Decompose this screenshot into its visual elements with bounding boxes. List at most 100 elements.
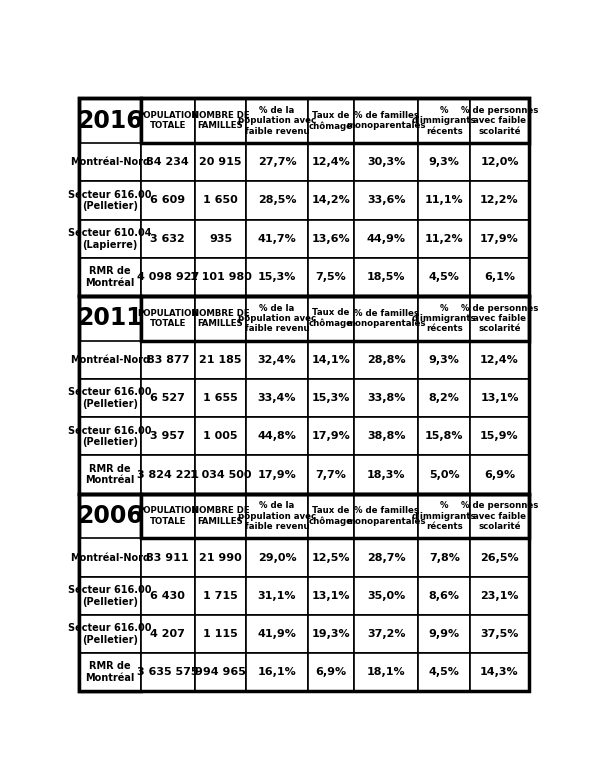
Bar: [141, 99, 529, 143]
Bar: [419, 220, 470, 258]
Bar: [308, 258, 354, 296]
Text: 5,0%: 5,0%: [429, 470, 460, 479]
Text: Secteur 610.04
(Lapierre): Secteur 610.04 (Lapierre): [68, 228, 152, 249]
Bar: [354, 418, 419, 455]
Bar: [79, 379, 141, 418]
Text: % de familles
monoparentales: % de familles monoparentales: [346, 507, 426, 526]
Text: 9,3%: 9,3%: [429, 157, 460, 167]
Text: 4,5%: 4,5%: [429, 667, 460, 677]
Text: POPULATION
TOTALE: POPULATION TOTALE: [137, 507, 199, 526]
Text: POPULATION
TOTALE: POPULATION TOTALE: [137, 111, 199, 131]
Text: % de personnes
avec faible
scolarité: % de personnes avec faible scolarité: [461, 501, 538, 531]
Bar: [308, 220, 354, 258]
Bar: [354, 455, 419, 493]
Bar: [79, 615, 141, 653]
Text: 32,4%: 32,4%: [258, 355, 296, 365]
Bar: [141, 493, 195, 538]
Bar: [354, 379, 419, 418]
Text: 4 098 927: 4 098 927: [136, 272, 199, 282]
Text: Taux de
chômage: Taux de chômage: [309, 111, 353, 131]
Text: Secteur 616.00
(Pelletier): Secteur 616.00 (Pelletier): [68, 190, 152, 211]
Text: Montréal-Nord: Montréal-Nord: [70, 553, 150, 562]
Bar: [470, 418, 529, 455]
Bar: [246, 615, 308, 653]
Text: 4,5%: 4,5%: [429, 272, 460, 282]
Text: % de personnes
avec faible
scolarité: % de personnes avec faible scolarité: [461, 106, 538, 136]
Bar: [308, 455, 354, 493]
Text: 1 715: 1 715: [203, 590, 238, 601]
Bar: [246, 418, 308, 455]
Text: POPULATION
TOTALE: POPULATION TOTALE: [137, 309, 199, 328]
Text: 41,7%: 41,7%: [258, 234, 296, 244]
Text: 4 207: 4 207: [151, 629, 185, 639]
Text: 11,1%: 11,1%: [425, 196, 464, 206]
Text: 21 185: 21 185: [199, 355, 242, 365]
Bar: [470, 181, 529, 220]
Bar: [195, 341, 246, 379]
Text: Montréal-Nord: Montréal-Nord: [70, 355, 150, 365]
Text: 37,2%: 37,2%: [367, 629, 406, 639]
Text: % de familles
monoparentales: % de familles monoparentales: [346, 309, 426, 328]
Text: 12,2%: 12,2%: [480, 196, 519, 206]
Bar: [141, 653, 195, 691]
Bar: [308, 296, 354, 341]
Bar: [195, 99, 246, 143]
Text: 16,1%: 16,1%: [258, 667, 296, 677]
Text: NOMBRE DE
FAMILLES: NOMBRE DE FAMILLES: [192, 111, 249, 131]
Bar: [246, 576, 308, 615]
Text: 21 990: 21 990: [199, 553, 242, 562]
Text: 13,1%: 13,1%: [312, 590, 350, 601]
Bar: [470, 493, 529, 538]
Text: % de personnes
avec faible
scolarité: % de personnes avec faible scolarité: [461, 303, 538, 333]
Bar: [419, 99, 470, 143]
Text: 44,9%: 44,9%: [367, 234, 406, 244]
Bar: [246, 653, 308, 691]
Text: %
d'immigrants
récents: % d'immigrants récents: [412, 106, 477, 136]
Bar: [141, 576, 195, 615]
Text: 28,5%: 28,5%: [258, 196, 296, 206]
Bar: [141, 493, 529, 538]
Bar: [419, 418, 470, 455]
Bar: [195, 576, 246, 615]
Text: 37,5%: 37,5%: [480, 629, 519, 639]
Text: 12,4%: 12,4%: [480, 355, 519, 365]
Text: 30,3%: 30,3%: [367, 157, 406, 167]
Text: % de la
population avec
faible revenu: % de la population avec faible revenu: [238, 501, 316, 531]
Text: 17,9%: 17,9%: [258, 470, 296, 479]
Text: 13,1%: 13,1%: [480, 393, 519, 403]
Text: 12,0%: 12,0%: [480, 157, 519, 167]
Bar: [419, 576, 470, 615]
Text: 7,8%: 7,8%: [429, 553, 460, 562]
Text: 38,8%: 38,8%: [367, 432, 406, 441]
Bar: [419, 653, 470, 691]
Bar: [195, 296, 246, 341]
Text: Secteur 616.00
(Pelletier): Secteur 616.00 (Pelletier): [68, 585, 152, 607]
Bar: [419, 493, 470, 538]
Bar: [141, 220, 195, 258]
Text: 3 957: 3 957: [151, 432, 185, 441]
Text: 14,2%: 14,2%: [312, 196, 350, 206]
Bar: [470, 220, 529, 258]
Bar: [308, 379, 354, 418]
Bar: [246, 296, 308, 341]
Bar: [195, 455, 246, 493]
Bar: [308, 615, 354, 653]
Text: 12,4%: 12,4%: [312, 157, 350, 167]
Text: 83 911: 83 911: [146, 553, 189, 562]
Text: 17,9%: 17,9%: [312, 432, 350, 441]
Bar: [195, 379, 246, 418]
Text: Taux de
chômage: Taux de chômage: [309, 308, 353, 328]
Bar: [195, 493, 246, 538]
Text: 29,0%: 29,0%: [258, 553, 296, 562]
Text: 8,2%: 8,2%: [429, 393, 460, 403]
Text: 1 650: 1 650: [203, 196, 238, 206]
Text: NOMBRE DE
FAMILLES: NOMBRE DE FAMILLES: [192, 507, 249, 526]
Bar: [354, 653, 419, 691]
Bar: [246, 181, 308, 220]
Text: 6 527: 6 527: [151, 393, 185, 403]
Text: Secteur 616.00
(Pelletier): Secteur 616.00 (Pelletier): [68, 425, 152, 447]
Bar: [419, 143, 470, 181]
Text: 7,7%: 7,7%: [315, 470, 346, 479]
Bar: [195, 615, 246, 653]
Bar: [141, 296, 195, 341]
